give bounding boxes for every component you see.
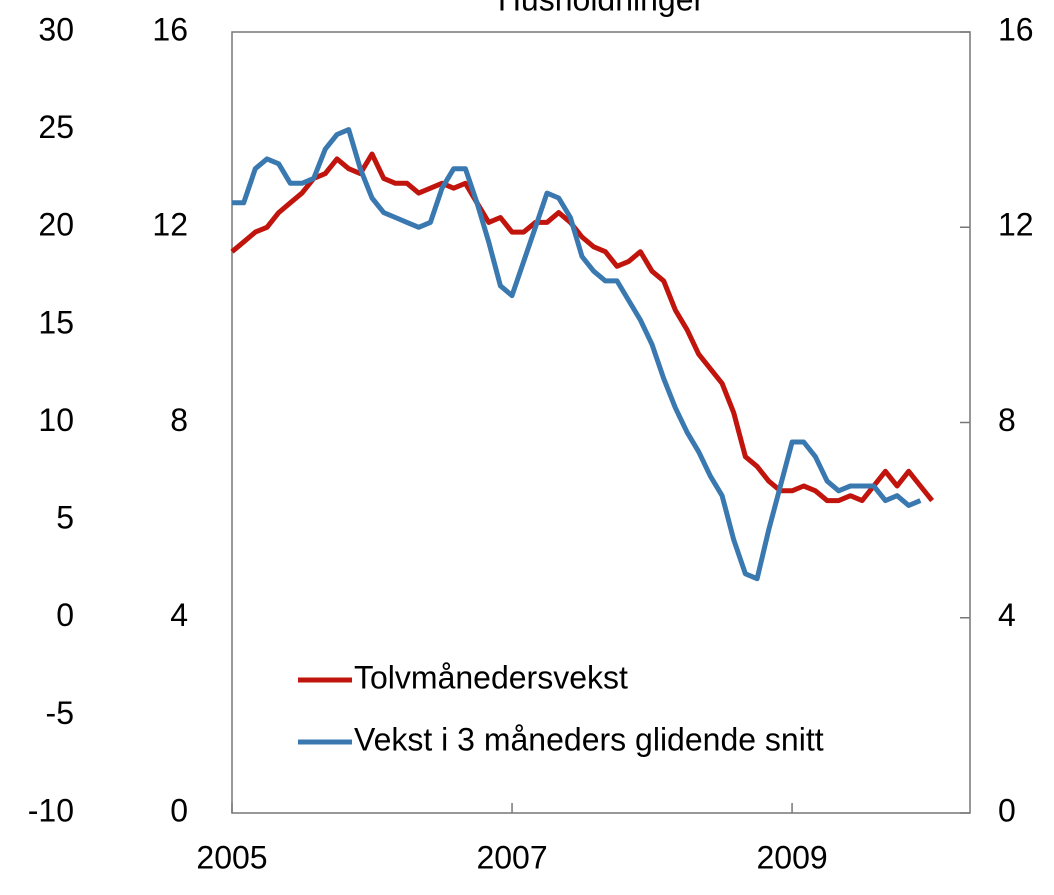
y-tick-label: 8 <box>170 402 188 438</box>
y2-tick-label: 16 <box>998 11 1034 47</box>
y3-tick-label: -10 <box>28 792 74 828</box>
legend-label: Vekst i 3 måneders glidende snitt <box>354 721 824 757</box>
y-tick-label: 4 <box>170 597 188 633</box>
series-line <box>232 127 922 582</box>
y2-tick-label: 4 <box>998 597 1016 633</box>
series-line <box>230 151 935 504</box>
y3-tick-label: 15 <box>38 304 74 340</box>
y3-tick-label: 10 <box>38 402 74 438</box>
y2-tick-label: 12 <box>998 207 1034 243</box>
y-tick-label: 12 <box>152 207 188 243</box>
y3-tick-label: -5 <box>46 695 74 731</box>
y2-tick-label: 0 <box>998 792 1016 828</box>
y3-tick-label: 20 <box>38 207 74 243</box>
y3-tick-label: 30 <box>38 11 74 47</box>
chart-title: Husholdninger <box>498 0 705 17</box>
y-tick-label: 0 <box>170 792 188 828</box>
y2-tick-label: 8 <box>998 402 1016 438</box>
y3-tick-label: 5 <box>56 500 74 536</box>
y3-tick-label: 25 <box>38 109 74 145</box>
x-tick-label: 2009 <box>756 839 827 875</box>
x-tick-label: 2007 <box>476 839 547 875</box>
y-tick-label: 16 <box>152 11 188 47</box>
plot-frame <box>231 31 971 814</box>
x-tick-label: 2005 <box>196 839 267 875</box>
legend-label: Tolvmånedersvekst <box>354 659 628 695</box>
y3-tick-label: 0 <box>56 597 74 633</box>
